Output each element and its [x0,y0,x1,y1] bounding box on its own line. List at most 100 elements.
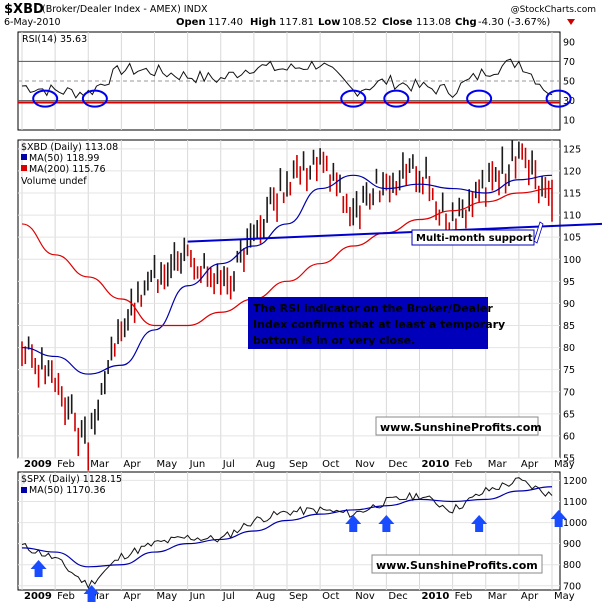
price-tick-label: 100 [563,255,581,266]
chart-date: 6-May-2010 [4,17,61,28]
high-value: 117.81 [279,17,314,28]
legend-ma200: MA(200) 115.76 [29,164,106,175]
up-arrow-icon [30,560,47,577]
up-arrow-icon [550,510,567,527]
x-tick-label: 2009 [24,459,52,470]
x-tick-label: Apr [521,459,539,470]
legend-ma50-swatch [21,154,27,160]
rsi-oversold-circle [81,89,108,108]
up-arrow-icon [345,515,362,532]
x-tick-label: Feb [57,591,75,602]
copyright: @StockCharts.com [511,5,596,15]
x-tick-label: Oct [322,591,339,602]
rsi-tick-label: 70 [563,57,575,68]
x-tick-label: Apr [123,591,141,602]
close-label: Close [382,17,413,28]
ma50-line [21,174,553,375]
price-tick-label: 115 [563,189,581,200]
x-tick-label: Jul [222,459,235,470]
rsi-label: RSI(14) 35.63 [22,34,87,45]
rsi-oversold-circle [383,89,410,108]
legend-ma200-swatch [21,165,27,171]
up-arrow-icon [83,585,100,602]
rsi-panel-frame [17,31,561,131]
price-tick-label: 55 [563,454,575,465]
price-tick-label: 105 [563,233,581,244]
x-tick-label: Mar [488,459,508,470]
ma200-line [21,187,553,327]
x-tick-label: Aug [256,459,276,470]
x-tick-label: May [157,591,178,602]
legend-spx: $SPX (Daily) 1128.15 [21,474,122,485]
high-label: High [250,17,276,28]
spx-tick-label: 1100 [563,497,587,508]
annotation-line-3: bottom is in or very close. [253,334,415,347]
low-value: 108.52 [342,17,377,28]
spx-tick-label: 1200 [563,476,587,487]
spx-ma50-line [21,486,553,568]
legend-spx-ma50: MA(50) 1170.36 [29,485,106,496]
x-tick-label: Mar [90,591,110,602]
main-watermark: www.SunshineProfits.com [380,421,542,434]
x-tick-label: Apr [521,591,539,602]
x-tick-label: Feb [455,459,473,470]
x-tick-label: 2010 [422,459,450,470]
price-tick-label: 120 [563,166,581,177]
annotation-box: The RSI indicator on the Broker/Dealer I… [248,297,505,349]
open-label: Open [176,17,206,28]
spx-tick-label: 1000 [563,518,587,529]
spx-watermark: www.SunshineProfits.com [376,559,538,572]
x-tick-label: May [157,459,178,470]
price-tick-label: 60 [563,431,575,442]
x-tick-label: Aug [256,591,276,602]
support-callout: Multi-month support [411,221,544,246]
rsi-oversold-circle [340,89,367,108]
x-tick-label: 2010 [422,591,450,602]
x-tick-label: Jun [189,459,206,470]
price-tick-label: 70 [563,387,575,398]
symbol-description: (Broker/Dealer Index - AMEX) INDX [42,4,208,15]
spx-tick-label: 900 [563,539,581,550]
x-tick-label: Mar [488,591,508,602]
rsi-tick-label: 90 [563,37,575,48]
legend-ma50: MA(50) 118.99 [29,153,99,164]
x-tick-label: Nov [355,591,375,602]
price-tick-label: 65 [563,409,575,420]
x-tick-label: Mar [90,459,110,470]
price-tick-label: 90 [563,299,575,310]
price-tick-label: 85 [563,321,575,332]
spx-watermark-box: www.SunshineProfits.com [371,554,543,574]
x-tick-label: May [554,459,575,470]
x-tick-label: May [554,591,575,602]
x-tick-label: Feb [57,459,75,470]
x-tick-label: 2009 [24,591,52,602]
support-line [187,222,602,243]
spx-tick-label: 800 [563,560,581,571]
annotation-line-2: Index confirms that at least a temporary [253,318,505,331]
price-tick-label: 80 [563,343,575,354]
up-arrow-icon [471,515,488,532]
price-tick-label: 75 [563,365,575,376]
x-tick-label: Jul [222,591,235,602]
x-tick-label: Dec [388,459,407,470]
rsi-oversold-circle [545,89,572,108]
spx-tick-label: 700 [563,581,581,592]
open-value: 117.40 [208,17,243,28]
x-tick-label: Nov [355,459,375,470]
rsi-line [21,58,553,99]
rsi-tick-label: 10 [563,116,575,127]
close-value: 113.08 [416,17,451,28]
symbol-title: $XBD [4,2,44,17]
x-tick-label: Oct [322,459,339,470]
legend-volume: Volume undef [21,176,87,187]
up-arrow-icon [378,515,395,532]
low-label: Low [318,17,340,28]
x-tick-label: Dec [388,591,407,602]
rsi-oversold-circle [32,89,59,108]
main-watermark-box: www.SunshineProfits.com [375,416,542,436]
annotation-line-1: The RSI indicator on the Broker/Dealer [253,302,493,315]
x-tick-label: Sep [289,591,308,602]
price-tick-label: 95 [563,277,575,288]
chg-label: Chg [455,17,477,28]
price-tick-label: 125 [563,144,581,155]
